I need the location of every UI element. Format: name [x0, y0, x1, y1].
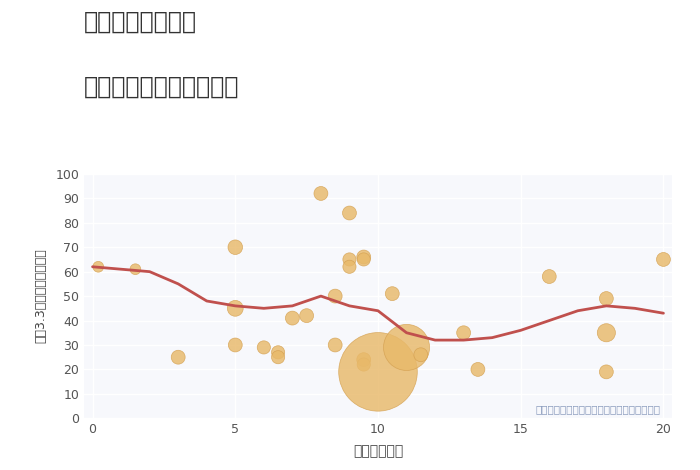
Point	[601, 329, 612, 337]
Y-axis label: 坪（3.3㎡）単価（万円）: 坪（3.3㎡）単価（万円）	[34, 249, 47, 344]
Point	[272, 353, 284, 361]
Point	[315, 190, 326, 197]
Point	[230, 243, 241, 251]
Point	[372, 368, 384, 376]
Point	[330, 341, 341, 349]
Point	[130, 266, 141, 273]
Point	[92, 263, 104, 271]
Point	[415, 351, 426, 359]
Point	[301, 312, 312, 320]
Text: 駅距離別中古戸建て価格: 駅距離別中古戸建て価格	[84, 75, 239, 99]
Text: 千葉県富津市上の: 千葉県富津市上の	[84, 9, 197, 33]
Point	[473, 366, 484, 373]
Point	[658, 256, 669, 263]
Point	[344, 256, 355, 263]
X-axis label: 駅距離（分）: 駅距離（分）	[353, 445, 403, 459]
Point	[344, 263, 355, 271]
Point	[230, 305, 241, 312]
Point	[386, 290, 398, 298]
Point	[544, 273, 555, 280]
Point	[230, 341, 241, 349]
Point	[358, 361, 370, 368]
Point	[173, 353, 184, 361]
Point	[358, 253, 370, 261]
Point	[601, 368, 612, 376]
Point	[287, 314, 298, 322]
Point	[458, 329, 469, 337]
Point	[358, 356, 370, 363]
Point	[358, 256, 370, 263]
Point	[601, 295, 612, 302]
Text: 円の大きさは、取引のあった物件面積を示す: 円の大きさは、取引のあった物件面積を示す	[536, 405, 661, 415]
Point	[330, 292, 341, 300]
Point	[344, 209, 355, 217]
Point	[401, 344, 412, 351]
Point	[272, 349, 284, 356]
Point	[258, 344, 270, 351]
